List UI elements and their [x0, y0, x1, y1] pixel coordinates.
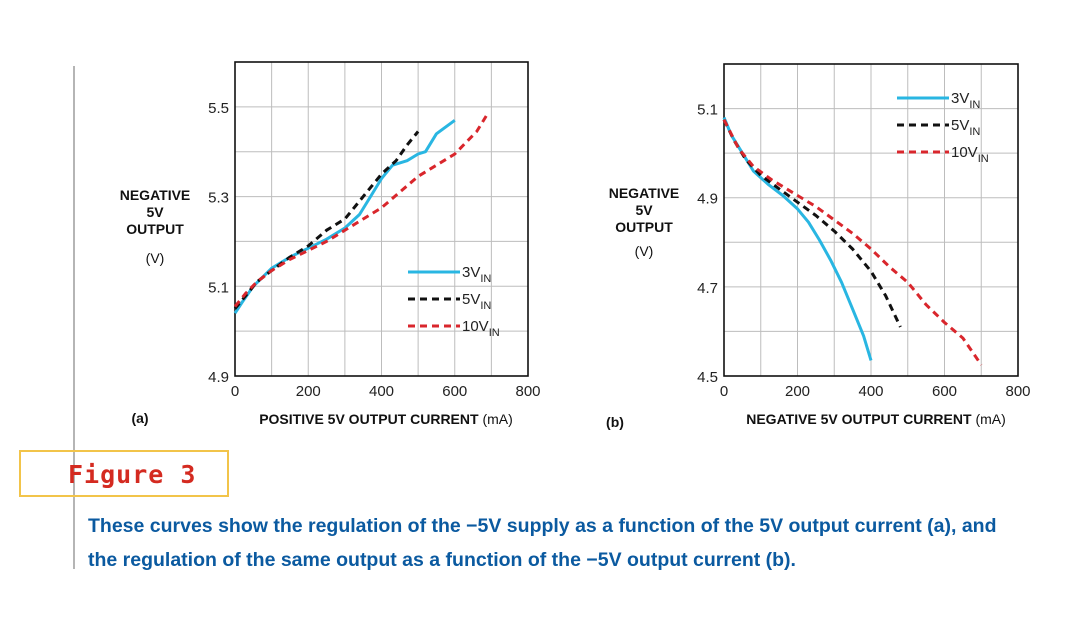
figure-label: Figure 3 [68, 460, 197, 489]
legend-label-main: 5V [951, 117, 969, 134]
chart-b-ylabel-line: OUTPUT [615, 219, 673, 235]
chart-b-xtick-label: 400 [858, 383, 883, 400]
chart-b-legend-label-3v: 3VIN [951, 90, 980, 111]
chart-b-ylabel-line: 5V [635, 202, 653, 218]
chart-b-ylabel-unit: (V) [635, 243, 654, 259]
chart-a-xtick-label: 600 [442, 383, 467, 400]
chart-b-xtick-label: 200 [785, 383, 810, 400]
chart-a-series-5v-line [233, 130, 420, 310]
legend-label-main: 5V [462, 291, 480, 308]
chart-a-ytick-label: 5.3 [208, 190, 229, 207]
chart-a-series-3v-line [233, 119, 456, 315]
caption-line-2: the regulation of the same output as a f… [88, 549, 796, 571]
chart-b-panel-label: (b) [606, 414, 624, 430]
legend-label-main: 3V [462, 264, 480, 281]
chart-b-ytick-label: 4.5 [697, 369, 718, 386]
chart-a-ylabel-line: NEGATIVE [120, 187, 191, 203]
chart-b-ytick-label: 4.9 [697, 191, 718, 208]
chart-b-legend-label-5v: 5VIN [951, 117, 980, 138]
legend-label-subscript: IN [969, 126, 980, 138]
chart-b-ylabel-line: NEGATIVE [609, 185, 680, 201]
caption-line-1: These curves show the regulation of the … [88, 515, 997, 537]
chart-a-legend-label-10v: 10VIN [462, 318, 500, 339]
figure-caption: These curves show the regulation of the … [88, 509, 1078, 577]
chart-a-xtick-label: 400 [369, 383, 394, 400]
chart-a-series-10v-line [233, 112, 489, 308]
legend-label-main: 10V [951, 144, 978, 161]
legend-label-subscript: IN [480, 273, 491, 285]
chart-b-plot-frame [723, 63, 1019, 377]
chart-b-xtick-label: 0 [720, 383, 728, 400]
chart-b-xtick-label: 600 [932, 383, 957, 400]
chart-a-xtick-label: 0 [231, 383, 239, 400]
chart-b-ytick-label: 4.7 [697, 280, 718, 297]
chart-a-ytick-label: 5.1 [208, 279, 229, 296]
legend-label-subscript: IN [480, 300, 491, 312]
chart-a-panel-label: (a) [131, 410, 148, 426]
chart-a-ytick-label: 5.5 [208, 100, 229, 117]
legend-label-main: 3V [951, 90, 969, 107]
legend-label-main: 10V [462, 318, 489, 335]
chart-a-legend-label-5v: 5VIN [462, 291, 491, 312]
chart-a-xlabel-unit: (mA) [482, 411, 512, 427]
legend-label-subscript: IN [978, 153, 989, 165]
chart-a-legend-label-3v: 3VIN [462, 264, 491, 285]
chart-a-ytick-label: 4.9 [208, 369, 229, 386]
chart-b-series-10v-line [722, 119, 983, 366]
chart-b-xlabel-unit: (mA) [975, 411, 1005, 427]
left-vertical-rule [73, 66, 75, 569]
chart-a-ylabel-line: 5V [146, 204, 164, 220]
chart-a-plot-frame [234, 61, 529, 377]
chart-b-legend-label-10v: 10VIN [951, 144, 989, 165]
legend-label-subscript: IN [489, 327, 500, 339]
chart-a-ylabel-unit: (V) [146, 250, 165, 266]
chart-b-ytick-label: 5.1 [697, 102, 718, 119]
chart-a-xlabel: POSITIVE 5V OUTPUT CURRENT (mA) [259, 411, 513, 427]
chart-a-ylabel-line: OUTPUT [126, 221, 184, 237]
figure-label-box: Figure 3 [19, 450, 229, 497]
chart-a-xtick-label: 800 [515, 383, 540, 400]
chart-b-xlabel: NEGATIVE 5V OUTPUT CURRENT (mA) [746, 411, 1006, 427]
chart-b-xtick-label: 800 [1005, 383, 1030, 400]
chart-a-xlabel-text: POSITIVE 5V OUTPUT CURRENT [259, 411, 482, 427]
legend-label-subscript: IN [969, 99, 980, 111]
chart-b-series-5v-line [722, 119, 902, 328]
chart-a-xtick-label: 200 [296, 383, 321, 400]
chart-b-xlabel-text: NEGATIVE 5V OUTPUT CURRENT [746, 411, 975, 427]
